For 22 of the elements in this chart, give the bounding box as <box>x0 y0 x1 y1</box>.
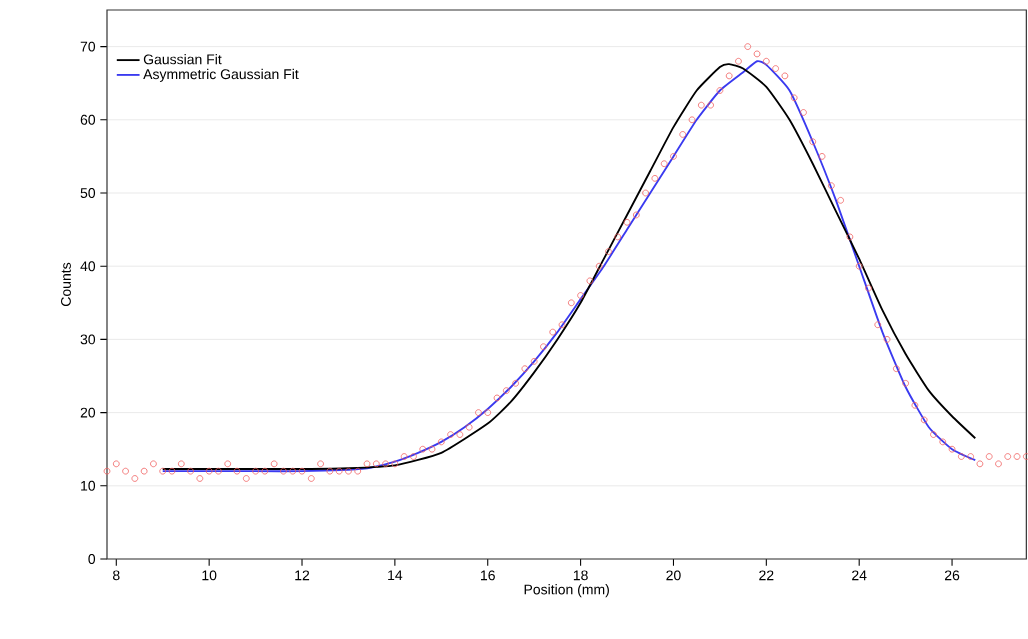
y-tick-label: 60 <box>80 114 96 125</box>
y-tick-label: 40 <box>80 261 96 272</box>
x-tick-label: 12 <box>295 570 310 581</box>
y-tick-label: 50 <box>80 188 96 198</box>
x-tick-label: 26 <box>944 570 960 581</box>
x-tick-label: 8 <box>113 570 120 581</box>
y-axis-title: Counts <box>60 262 71 306</box>
y-tick-label: 30 <box>80 334 96 345</box>
legend-label: Gaussian Fit <box>143 54 222 65</box>
y-tick-label: 20 <box>80 407 96 418</box>
x-tick-label: 18 <box>573 570 588 581</box>
x-tick-label: 24 <box>852 570 867 581</box>
y-tick-label: 10 <box>81 480 96 491</box>
x-tick-label: 22 <box>759 570 774 581</box>
x-axis-title: Position (mm) <box>524 584 609 598</box>
x-tick-label: 16 <box>481 570 495 581</box>
y-tick-label: 70 <box>80 41 96 52</box>
x-tick-label: 20 <box>666 570 681 581</box>
y-tick-label: 0 <box>88 554 96 564</box>
x-tick-label: 14 <box>388 570 403 581</box>
x-tick-label: 10 <box>202 570 217 581</box>
legend-label: Asymmetric Gaussian Fit <box>143 68 299 82</box>
